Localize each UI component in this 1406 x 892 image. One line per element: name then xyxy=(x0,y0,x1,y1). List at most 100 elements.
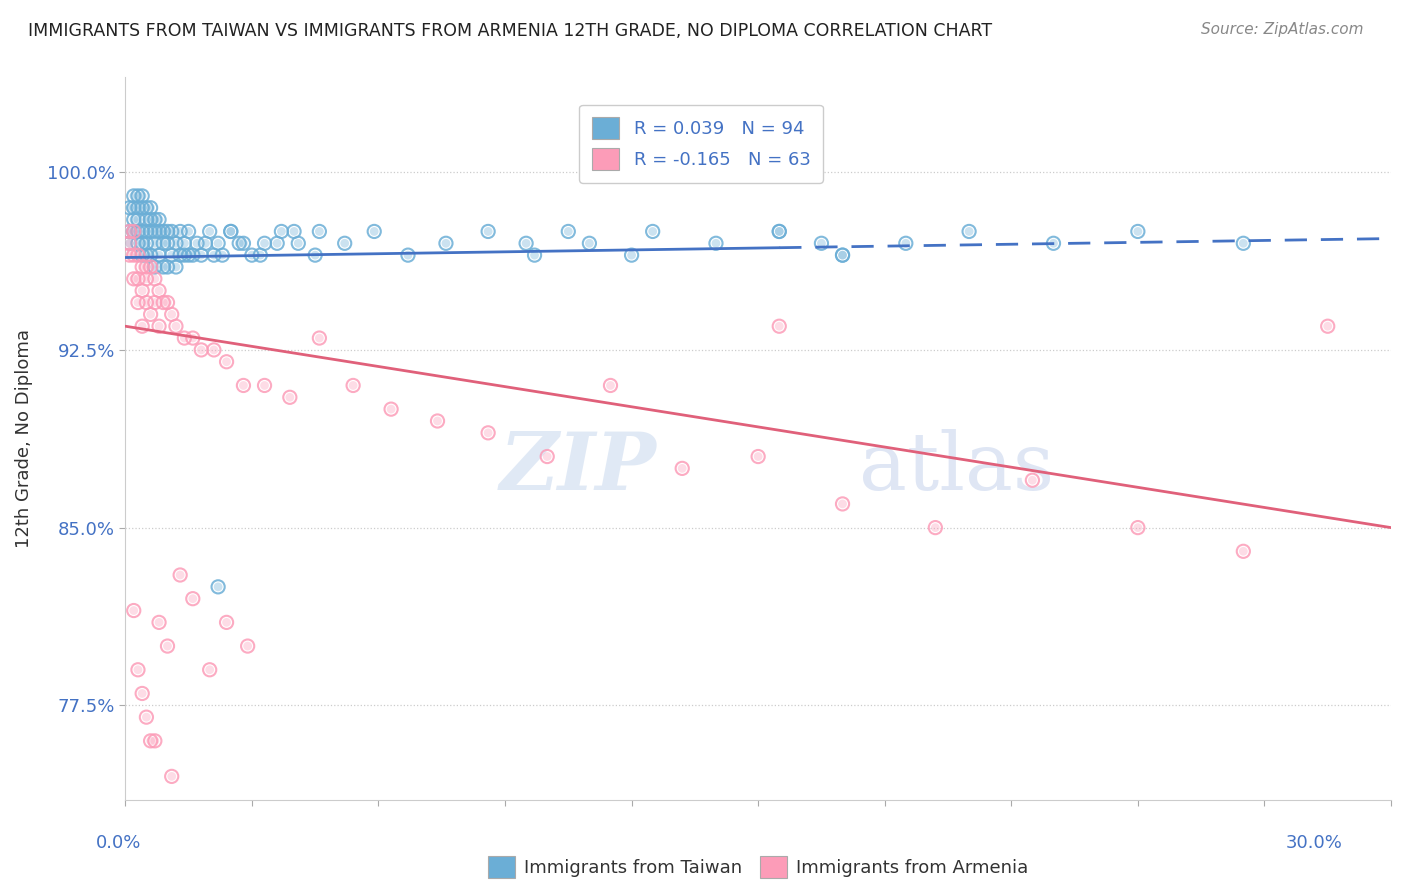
Point xyxy=(160,248,183,262)
Point xyxy=(894,236,917,251)
Point xyxy=(599,378,621,392)
Point xyxy=(396,248,419,262)
Point xyxy=(148,212,170,227)
Point xyxy=(557,224,579,238)
Point xyxy=(131,284,153,298)
Point xyxy=(131,201,153,215)
Point xyxy=(342,378,364,392)
Point xyxy=(232,378,254,392)
Point xyxy=(131,248,153,262)
Point xyxy=(127,236,149,251)
Text: 0.0%: 0.0% xyxy=(96,834,141,852)
Point xyxy=(127,201,149,215)
Point xyxy=(131,236,153,251)
Point xyxy=(127,295,149,310)
Point xyxy=(122,272,145,286)
Point xyxy=(219,224,242,238)
Point xyxy=(139,734,162,748)
Point xyxy=(304,248,326,262)
Point xyxy=(957,224,980,238)
Point xyxy=(266,236,288,251)
Point xyxy=(523,248,546,262)
Point xyxy=(253,236,276,251)
Point xyxy=(143,295,166,310)
Point xyxy=(641,224,664,238)
Point xyxy=(768,224,790,238)
Point xyxy=(1021,473,1043,487)
Point xyxy=(135,260,157,274)
Point xyxy=(165,236,187,251)
Point xyxy=(148,212,170,227)
Y-axis label: 12th Grade, No Diploma: 12th Grade, No Diploma xyxy=(15,329,32,549)
Point xyxy=(181,331,204,345)
Point xyxy=(232,378,254,392)
Point xyxy=(160,248,183,262)
Point xyxy=(924,520,946,534)
Point xyxy=(557,224,579,238)
Point xyxy=(139,212,162,227)
Point xyxy=(143,272,166,286)
Point xyxy=(139,224,162,238)
Point xyxy=(131,248,153,262)
Point xyxy=(143,295,166,310)
Point xyxy=(127,212,149,227)
Point xyxy=(131,201,153,215)
Point xyxy=(1042,236,1064,251)
Point xyxy=(127,212,149,227)
Point xyxy=(131,686,153,700)
Point xyxy=(152,260,174,274)
Point xyxy=(620,248,643,262)
Point xyxy=(620,248,643,262)
Point xyxy=(207,236,229,251)
Point xyxy=(228,236,250,251)
Point xyxy=(211,248,233,262)
Point xyxy=(426,414,449,428)
Point xyxy=(148,319,170,334)
Point xyxy=(219,224,242,238)
Point xyxy=(308,224,330,238)
Point xyxy=(135,212,157,227)
Point xyxy=(177,224,200,238)
Point xyxy=(135,295,157,310)
Point xyxy=(118,224,141,238)
Point xyxy=(768,319,790,334)
Point xyxy=(169,224,191,238)
Point xyxy=(1232,236,1254,251)
Point xyxy=(135,201,157,215)
Point xyxy=(181,331,204,345)
Point xyxy=(768,224,790,238)
Point xyxy=(768,224,790,238)
Point xyxy=(186,236,208,251)
Point xyxy=(143,212,166,227)
Point xyxy=(266,236,288,251)
Point xyxy=(671,461,693,475)
Point xyxy=(131,686,153,700)
Point xyxy=(122,224,145,238)
Point xyxy=(143,734,166,748)
Point xyxy=(169,248,191,262)
Point xyxy=(135,710,157,724)
Point xyxy=(156,260,179,274)
Point xyxy=(127,236,149,251)
Point xyxy=(236,639,259,653)
Point xyxy=(148,284,170,298)
Point xyxy=(236,639,259,653)
Point xyxy=(127,272,149,286)
Point xyxy=(131,319,153,334)
Point xyxy=(578,236,600,251)
Point xyxy=(671,461,693,475)
Point xyxy=(363,224,385,238)
Point xyxy=(283,224,305,238)
Point xyxy=(139,734,162,748)
Point xyxy=(308,331,330,345)
Point xyxy=(143,260,166,274)
Point xyxy=(1126,520,1149,534)
Point xyxy=(1126,520,1149,534)
Point xyxy=(278,390,301,404)
Point xyxy=(156,236,179,251)
Point xyxy=(1126,224,1149,238)
Point xyxy=(704,236,727,251)
Point xyxy=(148,224,170,238)
Point xyxy=(831,248,853,262)
Point xyxy=(810,236,832,251)
